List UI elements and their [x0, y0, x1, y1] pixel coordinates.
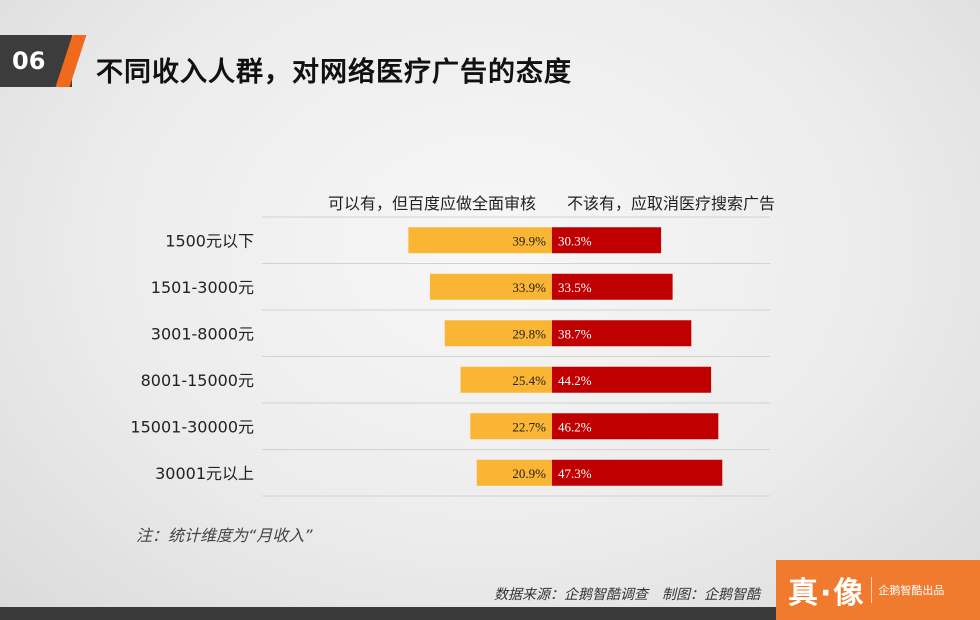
- bar-left-series: [470, 413, 552, 440]
- data-label-right: 38.7%: [558, 326, 592, 341]
- data-label-left: 33.9%: [512, 280, 546, 295]
- data-label-right: 46.2%: [558, 419, 592, 434]
- data-label-right: 30.3%: [558, 233, 592, 248]
- category-label: 8001-15000元: [141, 371, 254, 390]
- brand-block: 真·像 企鹅智酷出品: [776, 560, 980, 620]
- bar-right-series: [552, 273, 673, 300]
- brand-logo: 真·像: [788, 576, 866, 611]
- bar-right-series: [552, 366, 712, 393]
- data-label-right: 44.2%: [558, 373, 592, 388]
- category-label: 3001-8000元: [151, 324, 254, 343]
- brand-divider: [871, 577, 873, 603]
- bar-left-series: [444, 320, 552, 347]
- brand-subtitle: 企鹅智酷出品: [878, 584, 945, 597]
- footnote: 注：统计维度为“月收入”: [136, 526, 313, 545]
- bar-right-series: [552, 227, 662, 254]
- category-label: 1501-3000元: [151, 278, 254, 297]
- data-label-left: 39.9%: [512, 233, 546, 248]
- data-label-left: 22.7%: [512, 419, 546, 434]
- page-title: 不同收入人群，对网络医疗广告的态度: [96, 57, 572, 88]
- footer-bar: [0, 607, 980, 620]
- category-label: 30001元以上: [155, 464, 254, 483]
- bar-right-series: [552, 413, 719, 440]
- data-label-left: 20.9%: [512, 466, 546, 481]
- data-label-right: 33.5%: [558, 280, 592, 295]
- category-label: 15001-30000元: [130, 417, 254, 436]
- bar-left-series: [429, 273, 552, 300]
- slide-number: 06: [0, 35, 72, 87]
- bar-left-series: [408, 227, 552, 254]
- legend-right-series: 不该有，应取消医疗搜索广告: [567, 194, 776, 213]
- bar-right-series: [552, 320, 692, 347]
- bar-right-series: [552, 459, 723, 486]
- bar-left-series: [460, 366, 552, 393]
- bar-left-series: [476, 459, 552, 486]
- category-label: 1500元以下: [165, 231, 254, 250]
- data-source: 数据来源：企鹅智酷调查 制图：企鹅智酷: [494, 587, 760, 603]
- data-label-left: 25.4%: [512, 373, 546, 388]
- diverging-bar-chart: 1500元以下 39.9% 30.3% 1501-3000元 33.9% 33.5% 300…: [130, 216, 770, 497]
- data-label-left: 29.8%: [512, 326, 546, 341]
- legend-left-series: 可以有，但百度应做全面审核: [327, 194, 536, 213]
- data-label-right: 47.3%: [558, 466, 592, 481]
